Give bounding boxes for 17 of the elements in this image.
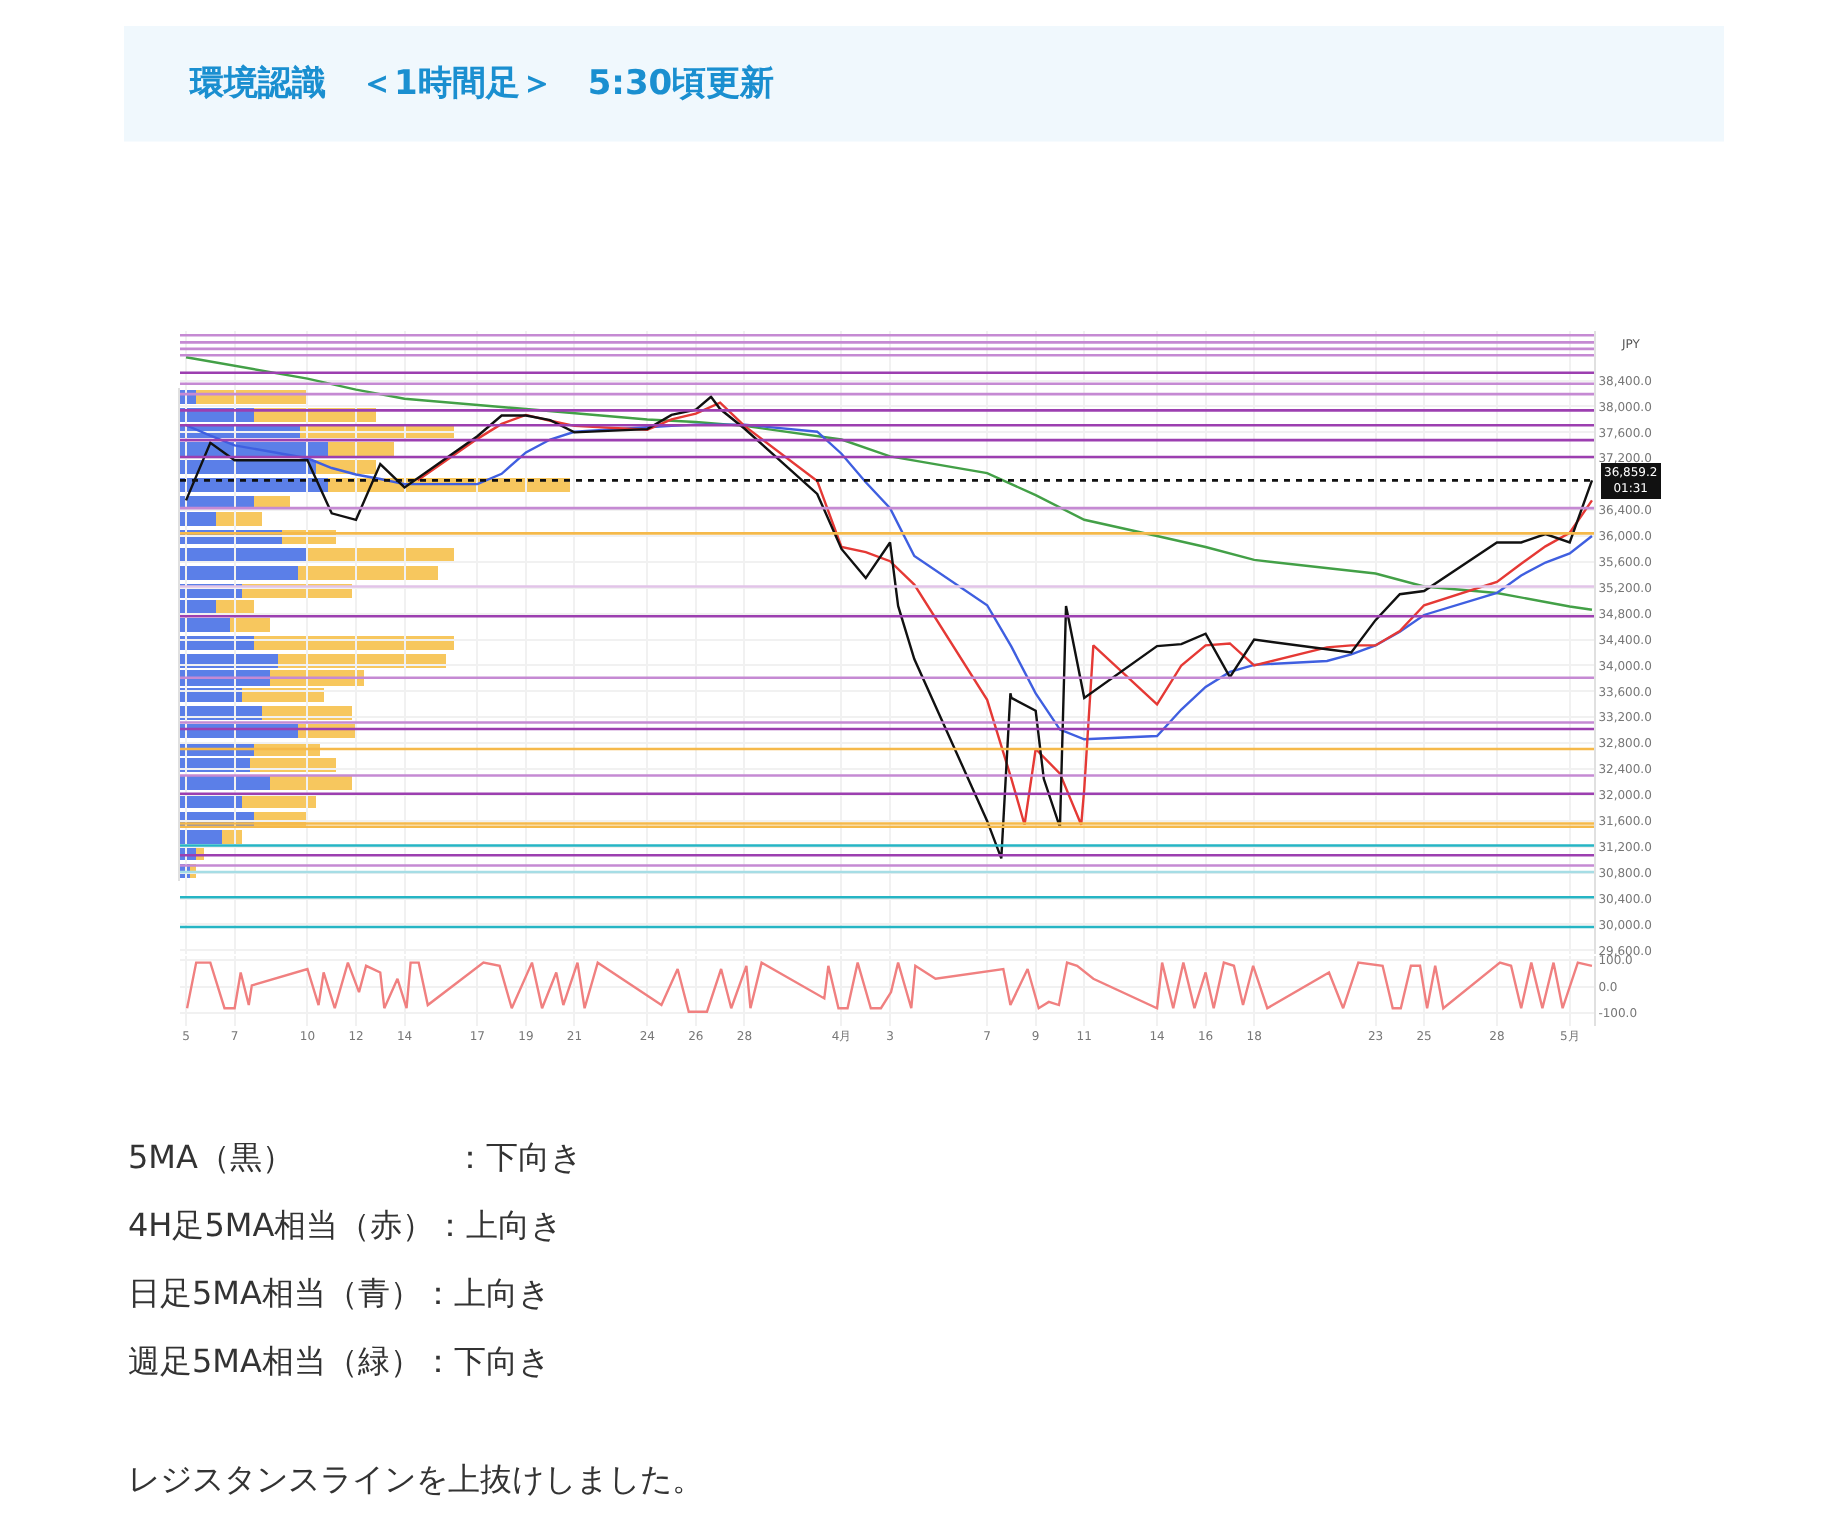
text: 週足5MA相当（緑）：下向き xyxy=(128,1342,550,1380)
bar xyxy=(180,830,222,845)
text: 5MA（黒） ：下向き xyxy=(128,1138,582,1176)
bar xyxy=(216,512,262,527)
bar xyxy=(180,618,230,633)
bar xyxy=(328,442,394,457)
bar xyxy=(180,512,216,527)
chart-title: 環境認識 ＜1時間足＞ 5:30頃更新 xyxy=(188,64,775,104)
bar xyxy=(308,548,454,563)
bar xyxy=(222,830,242,845)
bar xyxy=(298,566,438,581)
bar xyxy=(270,776,352,791)
text: レジスタンスラインを上抜けしました。 xyxy=(128,1460,704,1498)
bar xyxy=(180,566,298,581)
bar xyxy=(230,618,270,633)
text: 日足5MA相当（青）：上向き xyxy=(128,1274,550,1312)
text: 4H足5MA相当（赤）：上向き xyxy=(128,1206,563,1244)
